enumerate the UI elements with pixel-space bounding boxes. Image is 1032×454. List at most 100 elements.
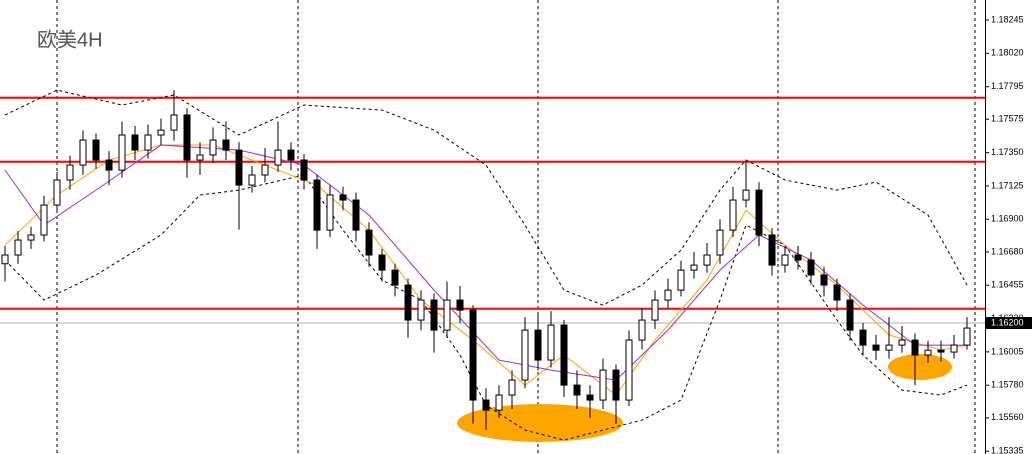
candle-body-down (339, 194, 347, 201)
candle-body-up (521, 329, 529, 381)
candle-body-up (417, 299, 425, 321)
candle-body-up (742, 189, 750, 201)
candle-body-up (547, 324, 555, 361)
y-axis: 1.18245 1.18020 1.17795 1.17575 1.17350 1.171… (985, 14, 1032, 454)
candle-body-up (638, 319, 646, 341)
candle-body-down (235, 149, 243, 186)
candle-body-up (781, 254, 789, 266)
candle-body-down (313, 179, 321, 231)
candle-body-up (14, 239, 22, 256)
candle-body-down (872, 344, 880, 351)
candle-body-up (716, 229, 724, 256)
candle-body-up (27, 234, 35, 241)
candle-body-up (677, 269, 685, 291)
candle-body-down (391, 269, 399, 286)
indicator-line (4, 89, 968, 306)
candle-body-up (898, 339, 906, 346)
candle-body-up (40, 204, 48, 236)
candle-body-up (170, 114, 178, 131)
candle-body-up (664, 289, 672, 301)
y-tick-label: 1.15780 (991, 380, 1024, 390)
candle-body-up (1, 254, 9, 265)
highlight (888, 354, 952, 380)
axis-panel (985, 0, 1032, 454)
candle-body-up (209, 139, 217, 156)
candle-body-down (586, 394, 594, 401)
last-price-label: 1.16200 (991, 317, 1024, 327)
indicator-line (4, 174, 968, 441)
candle-body-up (443, 299, 451, 331)
plot (0, 89, 985, 441)
candle-body-up (924, 349, 932, 356)
candle-body-up (326, 194, 334, 231)
candle-body-down (833, 284, 841, 301)
candle-body-down (430, 299, 438, 331)
y-tick-label: 1.15335 (991, 446, 1024, 454)
candle-body-down (183, 114, 191, 161)
candle-body-up (963, 327, 971, 346)
y-tick-label: 1.17795 (991, 81, 1024, 91)
candle-body-up (950, 344, 958, 353)
candle-body-up (885, 344, 893, 351)
candle-body-up (144, 134, 152, 151)
candle-body-up (79, 139, 87, 166)
y-tick-label: 1.15560 (991, 412, 1024, 422)
candle-body-down (287, 149, 295, 161)
candle-body-up (495, 394, 503, 411)
candle-body-up (118, 134, 126, 171)
candle-body-down (105, 159, 113, 171)
candle-body-down (352, 199, 360, 231)
candle-body-down (859, 329, 867, 346)
candle-body-down (807, 259, 815, 276)
candle-body-down (469, 309, 477, 401)
candle-body-up (248, 174, 256, 186)
candle-body-up (274, 149, 282, 166)
y-tick-label: 1.16680 (991, 246, 1024, 256)
y-tick-label: 1.18245 (991, 14, 1024, 24)
candle-body-down (794, 254, 802, 261)
y-tick-label: 1.17350 (991, 147, 1024, 157)
candle-body-up (703, 254, 711, 266)
candle-body-down (92, 139, 100, 161)
candle-body-down (534, 329, 542, 361)
candle-body-up (651, 299, 659, 321)
candle-body-up (53, 179, 61, 206)
candle-body-down (300, 159, 308, 181)
candle-body-up (625, 339, 633, 401)
candle-body-down (404, 284, 412, 321)
candle-body-down (365, 229, 373, 256)
candle-body-down (846, 299, 854, 331)
last-price-box (986, 317, 1032, 330)
candle-body-down (573, 384, 581, 396)
candle-body-up (690, 264, 698, 271)
candle-body-up (66, 164, 74, 181)
candle-body-down (612, 369, 620, 401)
candle-body-up (261, 164, 269, 176)
candle-body-down (560, 324, 568, 386)
y-tick-label: 1.16005 (991, 346, 1024, 356)
candle-body-up (729, 199, 737, 231)
candle-body-up (157, 129, 165, 136)
candle-body-down (911, 339, 919, 356)
y-tick-label: 1.18020 (991, 48, 1024, 58)
candle-body-down (378, 254, 386, 271)
y-tick-label: 1.16455 (991, 280, 1024, 290)
candle-body-down (456, 299, 464, 311)
chart-title: 欧美4H (37, 28, 103, 51)
candle-body-down (768, 234, 776, 266)
candle-body-up (599, 369, 607, 401)
candle-body-down (222, 139, 230, 151)
highlight (457, 404, 623, 442)
candle-body-down (131, 134, 139, 151)
period-separators (56, 0, 976, 454)
candle-body-up (508, 379, 516, 396)
candle-body-down (755, 189, 763, 236)
y-tick-label: 1.17575 (991, 114, 1024, 124)
y-tick-label: 1.16900 (991, 214, 1024, 224)
y-tick-label: 1.17125 (991, 180, 1024, 190)
candle-body-down (937, 349, 945, 353)
candle-body-up (196, 154, 204, 161)
